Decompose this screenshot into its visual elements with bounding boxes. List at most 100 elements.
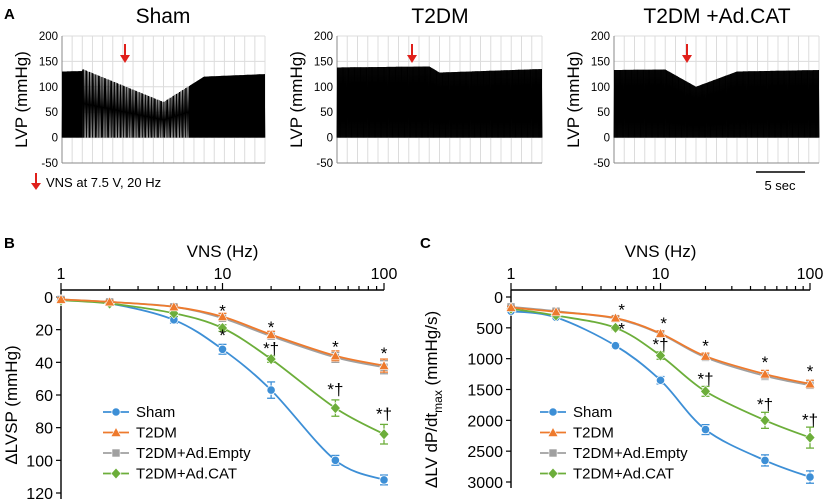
lvp-y-axis-label: LVP (mmHg) bbox=[564, 51, 583, 148]
dr-significance-mark: * bbox=[618, 301, 625, 320]
lvp-trace-panel-3: -50 0 50 100 150 200 T2DM +Ad.CAT LVP (mmHg) bbox=[564, 5, 820, 170]
dr-point-sham bbox=[217, 344, 228, 354]
dr-x-tick-label: 10 bbox=[652, 266, 670, 283]
legend-label-empty: T2DM+Ad.Empty bbox=[573, 445, 688, 462]
dr-point-t2dm bbox=[378, 359, 390, 370]
lvp-y-tick-label: 150 bbox=[39, 56, 58, 68]
dr-y-axis-title: ΔLVSP (mmHg) bbox=[2, 345, 21, 464]
lvp-y-tick-label: -50 bbox=[316, 158, 333, 170]
dr-y-tick-label: 0 bbox=[44, 290, 53, 307]
vns-arrow-head bbox=[407, 55, 417, 63]
dr-significance-mark: * bbox=[268, 318, 275, 337]
dr-point-cat bbox=[759, 414, 771, 427]
lvp-y-axis-label: LVP (mmHg) bbox=[287, 51, 306, 148]
lvp-y-tick-label: 50 bbox=[597, 107, 610, 119]
dr-point-sham bbox=[330, 455, 340, 465]
legend-label-sham: Sham bbox=[573, 404, 612, 421]
legend-marker-t2dm bbox=[547, 426, 559, 437]
lvp-y-tick-label: 0 bbox=[604, 133, 610, 145]
legend-marker-cat bbox=[547, 467, 559, 480]
dr-y-tick-label: 2000 bbox=[467, 413, 503, 430]
dr-significance-mark: * bbox=[219, 326, 226, 345]
scale-bar-label: 5 sec bbox=[764, 178, 796, 193]
lvp-trace-envelope bbox=[614, 69, 819, 138]
dr-point-t2dm bbox=[216, 310, 229, 321]
dr-x-tick-label: 100 bbox=[371, 266, 398, 283]
dr-point-t2dm bbox=[550, 306, 562, 317]
dr-x-axis-title: VNS (Hz) bbox=[187, 242, 259, 261]
dr-point-sham bbox=[379, 475, 389, 485]
legend-marker-sham bbox=[548, 407, 558, 417]
vns-arrow-head bbox=[120, 55, 130, 63]
panel-c-label: C bbox=[420, 235, 431, 252]
lvp-y-tick-label: -50 bbox=[593, 158, 610, 170]
dr-y-tick-label: 3000 bbox=[467, 475, 503, 492]
dr-point-cat bbox=[700, 385, 711, 398]
dr-y-tick-label: 80 bbox=[35, 421, 53, 438]
dr-x-tick-label: 100 bbox=[797, 266, 824, 283]
lvp-y-tick-label: 0 bbox=[327, 133, 333, 145]
dr-point-cat bbox=[804, 431, 816, 444]
dr-significance-mark: * bbox=[762, 353, 769, 372]
lvp-trace-envelope-post bbox=[188, 74, 265, 138]
time-scale-bar: 5 sec bbox=[756, 171, 805, 193]
lvp-y-tick-label: 50 bbox=[45, 107, 58, 119]
dr-point-cat bbox=[217, 322, 228, 334]
dr-y-axis-title: ΔLV dP/dtmax (mmHg/s) bbox=[422, 311, 445, 488]
dr-x-axis-title: VNS (Hz) bbox=[625, 242, 697, 261]
legend-label-empty: T2DM+Ad.Empty bbox=[136, 445, 251, 462]
dr-point-cat bbox=[378, 428, 390, 441]
dr-point-cat bbox=[610, 321, 621, 334]
dr-significance-mark: * bbox=[332, 338, 339, 357]
vns-note-text: VNS at 7.5 V, 20 Hz bbox=[46, 175, 161, 190]
lvp-y-tick-label: 100 bbox=[314, 82, 333, 94]
dr-y-tick-label: 2500 bbox=[467, 444, 503, 461]
legend-marker-empty bbox=[548, 448, 558, 458]
dr-point-cat bbox=[329, 402, 341, 415]
legend-label-cat: T2DM+Ad.CAT bbox=[136, 466, 237, 483]
dr-point-t2dm bbox=[759, 368, 771, 379]
dr-significance-mark: * bbox=[702, 336, 709, 355]
dr-y-tick-label: 0 bbox=[494, 290, 503, 307]
dr-significance-mark: *† bbox=[802, 410, 818, 429]
panel-c-group: 1 10 100 VNS (Hz) 0 500 1000 1500 2000 2500 3000 ΔL… bbox=[422, 242, 823, 492]
dr-significance-mark: * bbox=[660, 314, 667, 333]
legend-marker-cat bbox=[110, 467, 122, 480]
dr-point-t2dm bbox=[329, 350, 341, 361]
dr-point-t2dm bbox=[609, 312, 622, 323]
dr-significance-mark: * bbox=[381, 344, 388, 363]
lvp-trace-envelope bbox=[337, 66, 542, 138]
dr-point-t2dm bbox=[55, 293, 67, 304]
dr-significance-mark: * bbox=[618, 320, 625, 339]
legend-label-cat: T2DM+Ad.CAT bbox=[573, 466, 674, 483]
lvp-panel-title: T2DM +Ad.CAT bbox=[643, 5, 790, 28]
lvp-y-tick-label: 200 bbox=[39, 31, 58, 43]
legend-label-t2dm: T2DM bbox=[136, 425, 177, 442]
dr-y-tick-label: 1500 bbox=[467, 383, 503, 400]
lvp-y-tick-label: 50 bbox=[320, 107, 333, 119]
dr-point-sham bbox=[610, 341, 621, 351]
dr-point-cat bbox=[265, 353, 277, 366]
dr-y-tick-label: 60 bbox=[35, 388, 53, 405]
panel-b-group: 1 10 100 VNS (Hz) 0 20 40 60 80 100 120 ΔLVSP (mmHg… bbox=[2, 242, 397, 503]
panel-a-group: -50 0 50 100 150 200 Sham LVP (mmHg) -50 0 50 100 15… bbox=[12, 5, 820, 170]
legend-marker-empty bbox=[111, 448, 121, 458]
dr-significance-mark: *† bbox=[757, 395, 773, 414]
dr-point-sham bbox=[805, 472, 815, 482]
lvp-trace-envelope-pre bbox=[62, 69, 83, 138]
dr-significance-mark: * bbox=[807, 362, 814, 381]
dr-y-tick-label: 100 bbox=[26, 453, 53, 470]
dr-y-axis-title-main: ΔLVSP (mmHg) bbox=[2, 345, 21, 464]
legend-marker-t2dm bbox=[110, 426, 122, 437]
dr-point-sham bbox=[655, 375, 666, 385]
lvp-y-axis-label: LVP (mmHg) bbox=[12, 51, 31, 148]
legend-label-t2dm: T2DM bbox=[573, 425, 614, 442]
dr-significance-mark: *† bbox=[327, 380, 343, 399]
dr-y-tick-label: 120 bbox=[26, 486, 53, 503]
dr-y-tick-label: 40 bbox=[35, 355, 53, 372]
lvp-panel-title: Sham bbox=[136, 5, 191, 28]
lvp-y-tick-label: 150 bbox=[314, 56, 333, 68]
lvp-y-tick-label: 100 bbox=[39, 82, 58, 94]
lvp-trace-panel-2: -50 0 50 100 150 200 T2DM LVP (mmHg) bbox=[287, 5, 543, 170]
